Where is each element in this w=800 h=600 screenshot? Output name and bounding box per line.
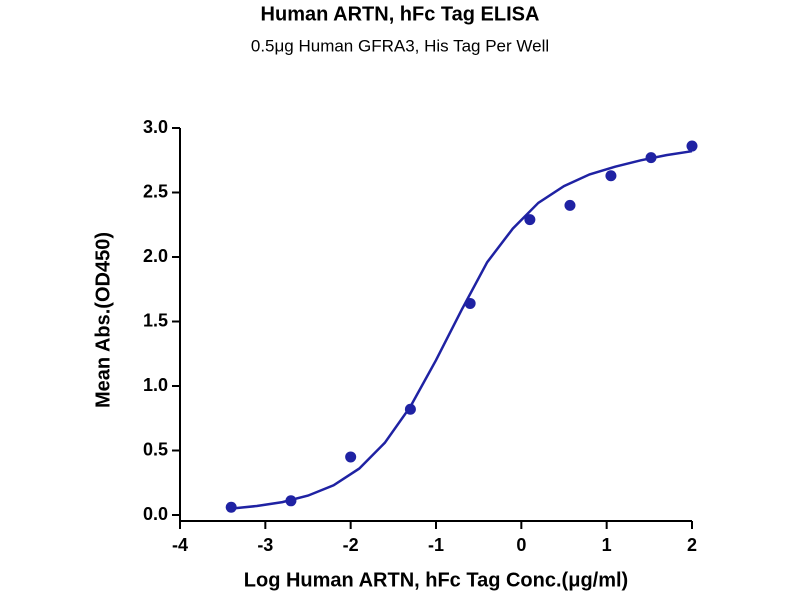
chart-title: Human ARTN, hFc Tag ELISA <box>261 3 540 25</box>
data-point <box>524 214 536 226</box>
y-tick-label: 2.0 <box>143 246 168 266</box>
fit-curve <box>231 149 693 510</box>
y-axis-label: Mean Abs.(OD450) <box>92 232 114 408</box>
data-point <box>345 451 357 463</box>
x-tick-label: -4 <box>172 535 188 555</box>
y-tick-label: 1.5 <box>143 310 168 330</box>
data-point <box>225 501 237 513</box>
y-tick-label: 1.0 <box>143 375 168 395</box>
x-tick-label: 1 <box>602 535 612 555</box>
data-point <box>404 403 416 415</box>
x-tick-label: -1 <box>428 535 444 555</box>
data-point <box>645 152 657 164</box>
x-axis-label: Log Human ARTN, hFc Tag Conc.(μg/ml) <box>244 569 628 591</box>
x-tick-label: 2 <box>687 535 697 555</box>
x-tick-label: 0 <box>516 535 526 555</box>
x-tick-label: -3 <box>257 535 273 555</box>
data-point <box>605 170 617 182</box>
x-tick-label: -2 <box>343 535 359 555</box>
data-point <box>285 495 297 507</box>
y-tick-label: 0.5 <box>143 439 168 459</box>
y-tick-label: 2.5 <box>143 181 168 201</box>
data-point <box>564 199 576 211</box>
chart-subtitle: 0.5μg Human GFRA3, His Tag Per Well <box>251 36 549 55</box>
data-point <box>464 297 476 309</box>
y-tick-label: 3.0 <box>143 117 168 137</box>
data-point <box>686 140 698 152</box>
y-tick-label: 0.0 <box>143 504 168 524</box>
